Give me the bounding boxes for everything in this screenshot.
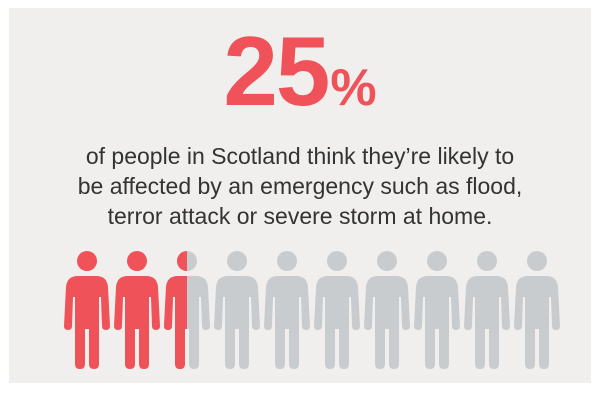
stat-description: of people in Scotland think they’re like…	[9, 141, 591, 231]
description-line-2: be affected by an emergency such as floo…	[77, 173, 523, 199]
person-body	[464, 276, 510, 369]
person-icon	[364, 251, 410, 369]
person-icon	[464, 251, 510, 369]
person-icon	[264, 251, 310, 369]
person-head	[527, 251, 547, 271]
person-head	[327, 251, 347, 271]
person-icon	[314, 251, 360, 369]
infographic-card: 25% of people in Scotland think they’re …	[9, 8, 591, 383]
person-icon	[514, 251, 560, 369]
person-icon	[64, 251, 110, 369]
person-head	[77, 251, 97, 271]
stat-unit: %	[330, 59, 377, 117]
person-body	[214, 276, 260, 369]
pictogram-svg	[64, 251, 560, 369]
person-head	[177, 251, 187, 271]
person-icon	[414, 251, 460, 369]
person-body	[264, 276, 310, 369]
person-head	[127, 251, 147, 271]
description-line-1: of people in Scotland think they’re like…	[85, 143, 515, 169]
people-pictogram	[9, 246, 591, 376]
person-icon	[164, 251, 210, 369]
person-head	[227, 251, 247, 271]
person-icon	[114, 251, 160, 369]
person-head	[427, 251, 447, 271]
description-line-3: terror attack or severe storm at home.	[107, 203, 493, 229]
person-body	[114, 276, 160, 369]
person-body	[414, 276, 460, 369]
stat-number: 25	[223, 16, 330, 126]
person-highlight-fill	[164, 251, 187, 369]
person-head	[277, 251, 297, 271]
person-body	[514, 276, 560, 369]
person-body	[64, 276, 110, 369]
person-body	[314, 276, 360, 369]
headline-stat: 25%	[9, 22, 591, 120]
person-body	[164, 276, 187, 369]
person-icon	[214, 251, 260, 369]
person-head	[477, 251, 497, 271]
person-head	[377, 251, 397, 271]
person-body	[364, 276, 410, 369]
